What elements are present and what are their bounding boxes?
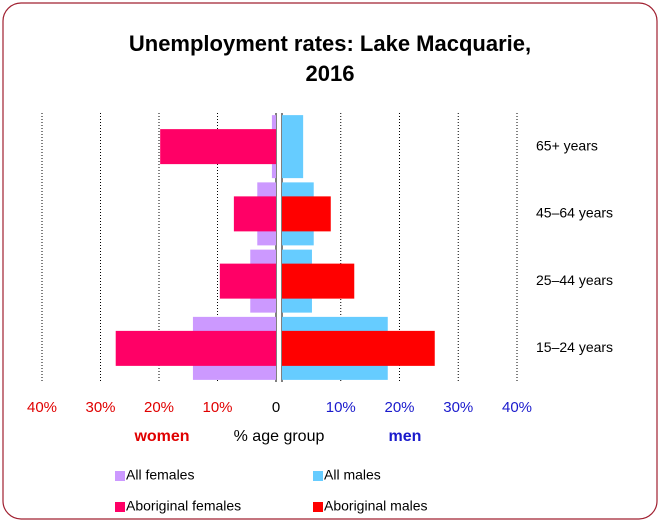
legend-label: Aboriginal females (126, 498, 241, 514)
bar (233, 196, 276, 232)
category-label: 45–64 years (536, 205, 613, 221)
x-tick-label-left: 0 (272, 399, 280, 416)
chart-title: Unemployment rates: Lake Macquarie, (129, 31, 531, 56)
x-tick-label-right: 20% (384, 399, 414, 416)
bar (115, 330, 277, 366)
category-label: 15–24 years (536, 339, 613, 355)
category-label: 25–44 years (536, 272, 613, 288)
legend-swatch (313, 502, 323, 512)
chart-title: 2016 (306, 61, 355, 86)
bar (219, 263, 276, 299)
left-axis-label: women (133, 428, 189, 445)
x-tick-label-left: 10% (202, 399, 232, 416)
x-tick-label-right: 30% (443, 399, 473, 416)
x-tick-label-left: 30% (85, 399, 115, 416)
legend-label: All males (324, 467, 381, 483)
x-tick-label-right: 40% (502, 399, 532, 416)
axis-label: % age group (234, 428, 325, 445)
bar (160, 129, 276, 165)
legend-label: All females (126, 467, 194, 483)
bar (282, 263, 355, 299)
category-label: 65+ years (536, 137, 598, 153)
bar (282, 330, 435, 366)
x-tick-label-left: 40% (27, 399, 57, 416)
x-tick-label-right: 10% (326, 399, 356, 416)
legend-swatch (313, 471, 323, 481)
legend-swatch (115, 502, 125, 512)
bar (282, 196, 331, 232)
legend-swatch (115, 471, 125, 481)
x-tick-label-left: 20% (144, 399, 174, 416)
right-axis-label: men (389, 428, 422, 445)
legend-label: Aboriginal males (324, 498, 428, 514)
bar (282, 115, 304, 179)
